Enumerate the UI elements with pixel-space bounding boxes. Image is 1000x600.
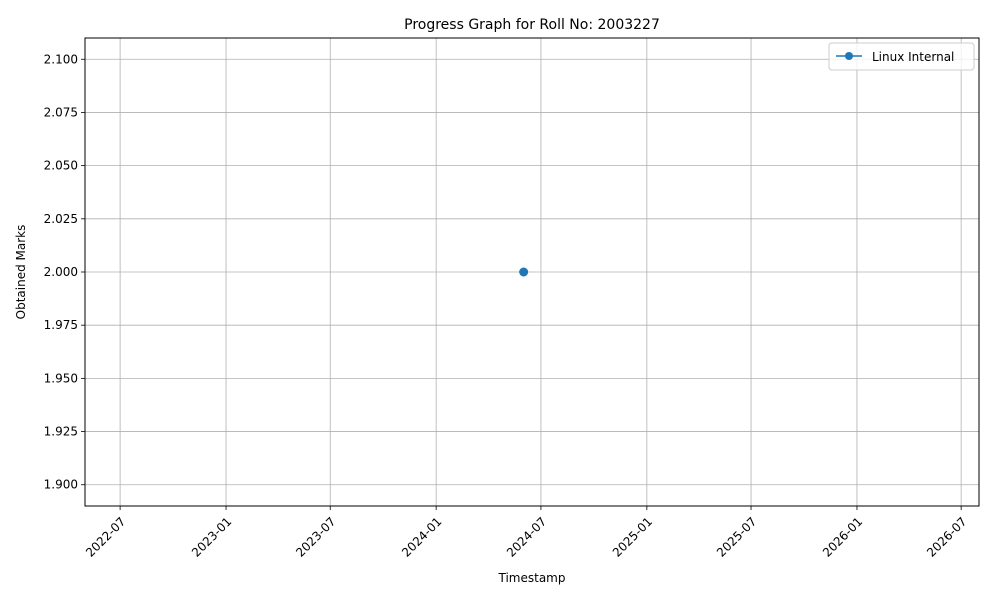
y-tick-label: 1.925 — [44, 425, 78, 439]
x-axis-label: Timestamp — [498, 571, 566, 585]
y-tick-label: 1.950 — [44, 371, 78, 385]
x-tick-label: 2024-01 — [399, 514, 444, 559]
x-tick-label: 2025-07 — [714, 514, 759, 559]
y-tick-label: 2.075 — [44, 105, 78, 119]
x-tick-label: 2024-07 — [504, 514, 549, 559]
x-tick-label: 2026-01 — [820, 514, 865, 559]
legend-marker-swatch — [845, 52, 853, 60]
y-tick-label: 2.025 — [44, 212, 78, 226]
y-axis-label: Obtained Marks — [14, 225, 28, 320]
x-axis: 2022-07 2023-01 2023-07 2024-01 2024-07 2025-… — [83, 506, 969, 560]
legend-box — [828, 42, 975, 71]
legend: Linux Internal — [828, 42, 975, 71]
y-tick-label: 2.050 — [44, 159, 78, 173]
x-tick-label: 2025-01 — [610, 514, 655, 559]
y-tick-label: 1.975 — [44, 318, 78, 332]
chart-title: Progress Graph for Roll No: 2003227 — [404, 17, 660, 33]
x-tick-label: 2023-01 — [189, 514, 234, 559]
data-point — [519, 267, 529, 277]
x-tick-label: 2022-07 — [83, 514, 128, 559]
y-tick-label: 2.000 — [44, 265, 78, 279]
x-tick-label: 2023-07 — [293, 514, 338, 559]
x-tick-label: 2026-07 — [924, 514, 969, 559]
series-layer — [519, 267, 529, 277]
grid — [85, 38, 979, 506]
y-tick-label: 2.100 — [44, 52, 78, 66]
y-tick-label: 1.900 — [44, 478, 78, 492]
y-axis: 1.900 1.925 1.950 1.975 2.000 2.025 2.050 2.075… — [44, 52, 85, 492]
legend-entry-label: Linux Internal — [872, 50, 954, 64]
